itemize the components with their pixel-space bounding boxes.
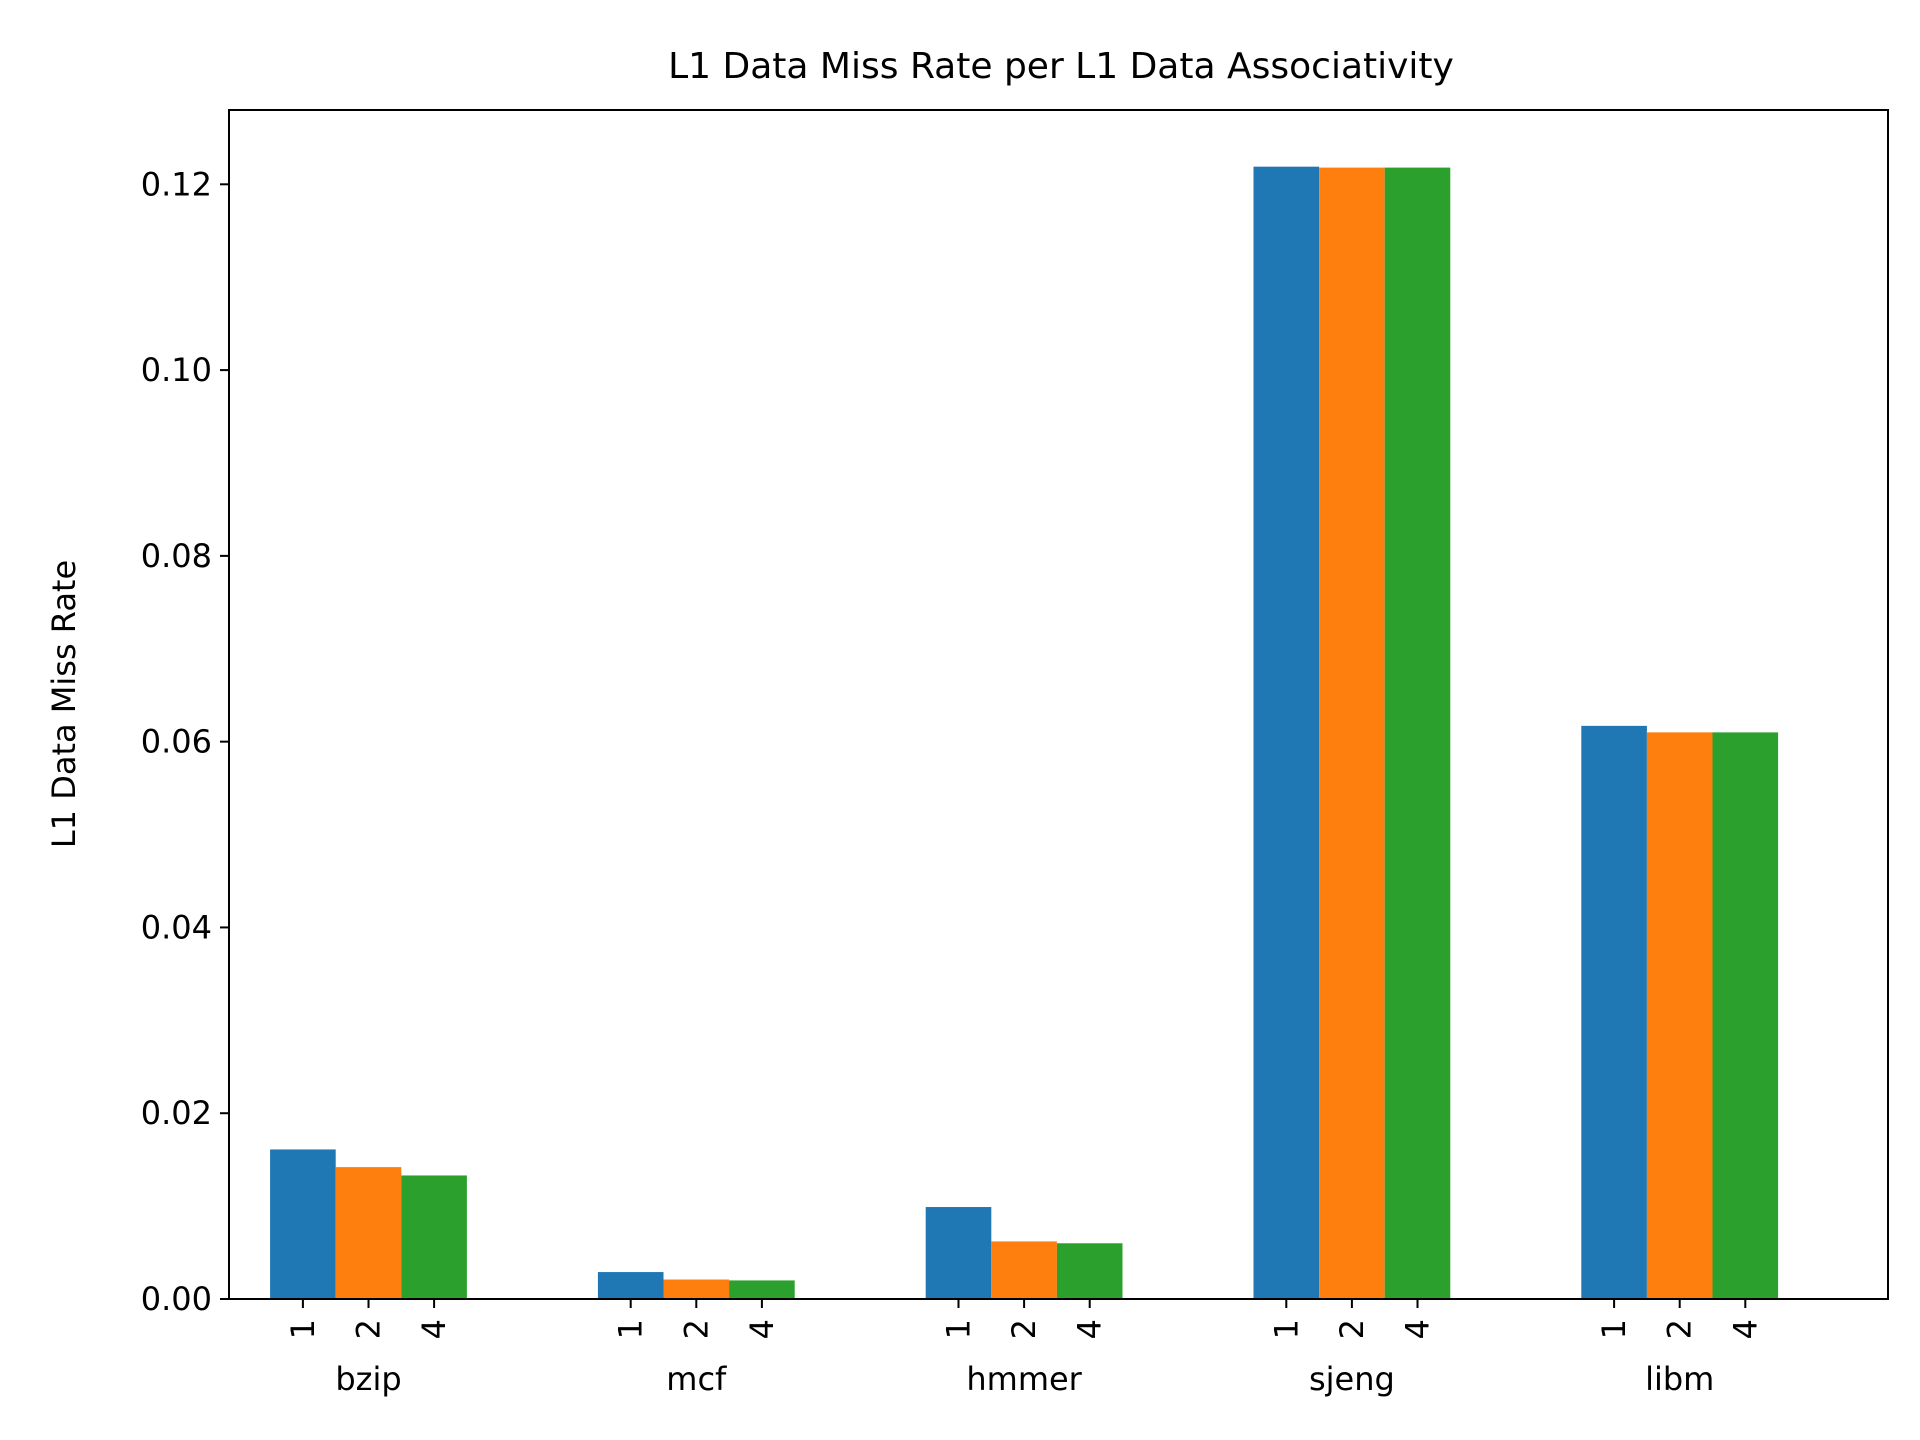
- x-subtick-label: 1: [284, 1319, 322, 1339]
- bar-hmmer-2: [991, 1241, 1057, 1299]
- x-subtick-label: 4: [1071, 1319, 1109, 1339]
- x-subtick-label: 2: [1333, 1319, 1371, 1339]
- bar-libm-1: [1581, 725, 1647, 1299]
- x-subtick-label: 1: [612, 1319, 650, 1339]
- x-subtick-label: 2: [677, 1319, 715, 1339]
- x-ticks: 1 2 4 bzip 1 2 4 mcf 1 2 4 hmmer 1 2 4 sjeng 1 2 4 libm: [284, 1299, 1764, 1398]
- plot-frame: [228, 109, 1889, 1300]
- bar-mcf-4: [729, 1280, 795, 1299]
- y-tick-label: 0.06: [141, 723, 212, 761]
- y-tick-label: 0.04: [141, 908, 212, 946]
- chart-title: L1 Data Miss Rate per L1 Data Associativ…: [668, 46, 1454, 87]
- x-subtick-label: 1: [1267, 1319, 1305, 1339]
- x-category-label: libm: [1645, 1360, 1714, 1398]
- y-ticks: 0.00 0.02 0.04 0.06 0.08 0.10 0.12: [141, 165, 229, 1318]
- x-category-label: sjeng: [1309, 1360, 1395, 1398]
- x-category-label: hmmer: [966, 1360, 1082, 1398]
- x-subtick-label: 4: [1726, 1319, 1764, 1339]
- bar-libm-4: [1712, 732, 1779, 1299]
- bar-bzip-1: [270, 1149, 336, 1299]
- bar-hmmer-1: [925, 1207, 992, 1299]
- x-subtick-label: 1: [940, 1319, 978, 1339]
- x-subtick-label: 2: [1661, 1319, 1699, 1339]
- x-category-label: bzip: [335, 1360, 401, 1398]
- y-tick-label: 0.10: [141, 351, 212, 389]
- bar-sjeng-1: [1253, 166, 1320, 1299]
- x-category-label: mcf: [666, 1360, 727, 1398]
- bar-sjeng-2: [1319, 167, 1385, 1300]
- bar-libm-2: [1646, 732, 1713, 1299]
- bar-sjeng-4: [1384, 167, 1451, 1300]
- bar-mcf-2: [663, 1279, 730, 1299]
- y-axis-label: L1 Data Miss Rate: [45, 560, 83, 848]
- x-subtick-label: 4: [1399, 1319, 1437, 1339]
- y-tick-label: 0.08: [141, 537, 212, 575]
- x-subtick-label: 1: [1595, 1319, 1633, 1339]
- bar-hmmer-4: [1056, 1243, 1123, 1299]
- y-tick-label: 0.02: [141, 1094, 212, 1132]
- x-subtick-label: 2: [350, 1319, 388, 1339]
- bar-bzip-2: [335, 1167, 402, 1299]
- y-tick-label: 0.00: [141, 1280, 212, 1318]
- y-tick-label: 0.12: [141, 165, 212, 203]
- bar-bzip-4: [401, 1175, 467, 1299]
- x-subtick-label: 4: [743, 1319, 781, 1339]
- x-subtick-label: 2: [1005, 1319, 1043, 1339]
- bars: [270, 166, 1779, 1300]
- bar-mcf-1: [597, 1272, 664, 1299]
- x-subtick-label: 4: [415, 1319, 453, 1339]
